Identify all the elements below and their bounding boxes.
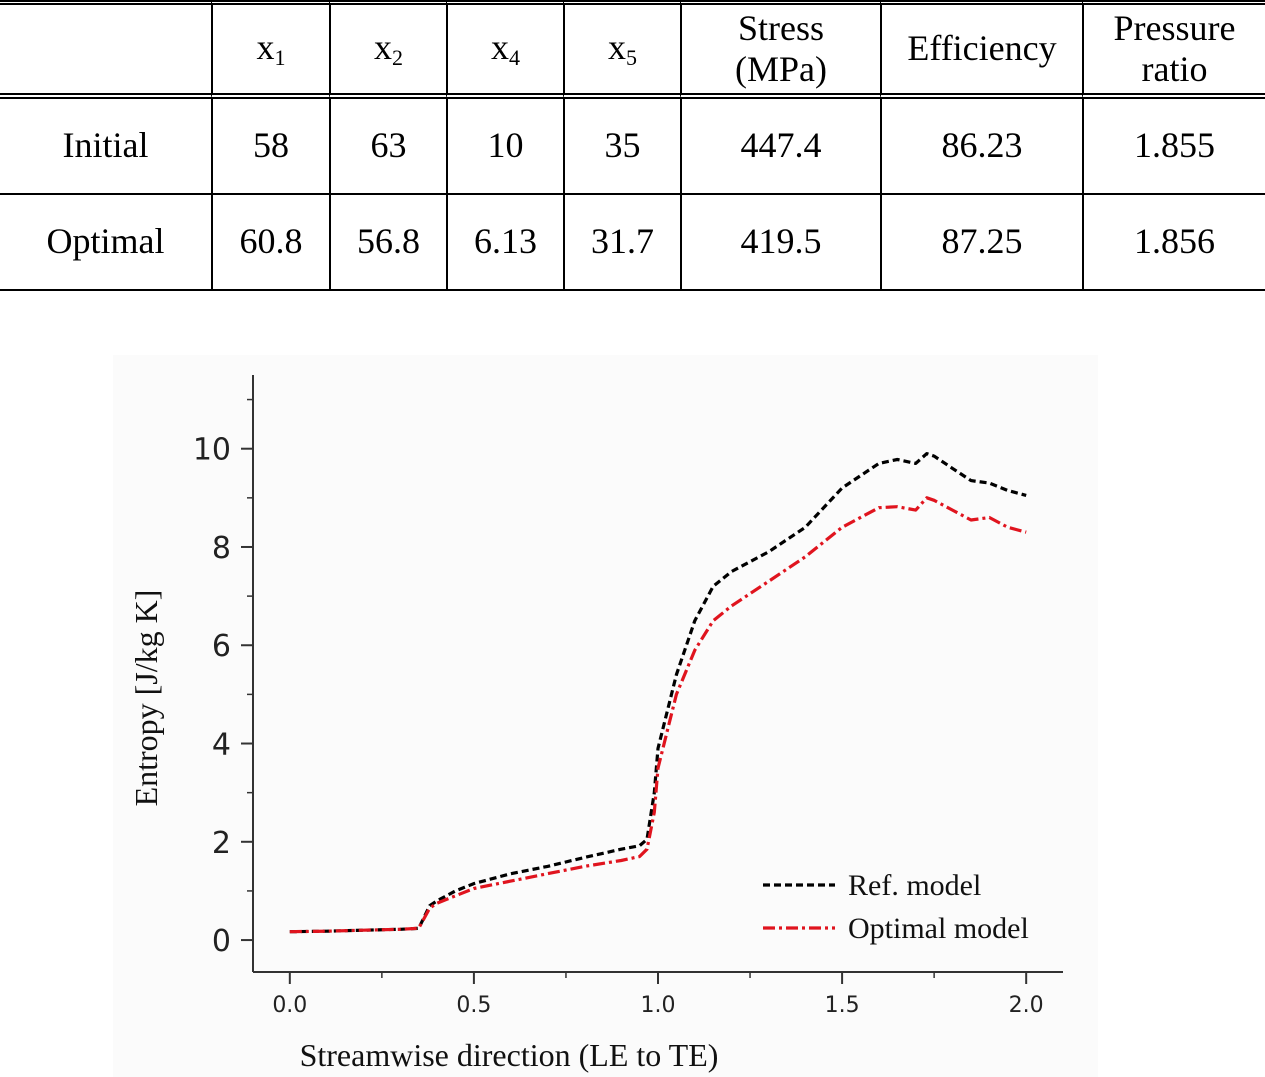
table-cell: 1.856 (1082, 195, 1265, 291)
table-cell: 10 (446, 99, 563, 195)
y-tick-label: 4 (212, 728, 231, 763)
table-cell: 87.25 (880, 195, 1082, 291)
y-tick-label: 10 (193, 433, 231, 468)
results-table: x1 x2 x4 x5 Stress (MPa) Efficiency Press… (0, 0, 1265, 291)
table-cell: 58 (211, 99, 329, 195)
y-axis-title: Entropy [J/kg K] (128, 590, 164, 807)
table-cell: 35 (563, 99, 680, 195)
y-tick-label: 0 (212, 924, 231, 959)
y-tick-label: 2 (212, 826, 231, 861)
x-tick-label: 1.0 (641, 993, 676, 1018)
series-optimal-model-line (289, 496, 1027, 934)
table-row: Optimal 60.8 56.8 6.13 31.7 419.5 87.25 … (0, 195, 1265, 291)
table-row: Initial 58 63 10 35 447.4 86.23 1.855 (0, 99, 1265, 195)
table-cell: 31.7 (563, 195, 680, 291)
header-x5: x5 (563, 0, 680, 99)
legend-label-optimal-model: Optimal model (848, 912, 1029, 945)
table-cell: 60.8 (211, 195, 329, 291)
entropy-chart: 0 2 4 6 8 10 0.0 0.5 1.0 1.5 2.0 Ref. model Optimal… (113, 355, 1098, 1077)
table-cell: 56.8 (329, 195, 446, 291)
row-label-initial: Initial (0, 99, 211, 195)
axes: 0 2 4 6 8 10 0.0 0.5 1.0 1.5 2.0 (193, 375, 1063, 1018)
table-cell: 1.855 (1082, 99, 1265, 195)
x-tick-label: 0.0 (272, 993, 307, 1018)
chart-svg: 0 2 4 6 8 10 0.0 0.5 1.0 1.5 2.0 Ref. model Optimal… (128, 375, 1063, 1073)
y-tick-label: 8 (212, 531, 231, 566)
x-tick-label: 2.0 (1009, 993, 1044, 1018)
header-x4: x4 (446, 0, 563, 99)
table-cell: 6.13 (446, 195, 563, 291)
table-cell: 419.5 (680, 195, 880, 291)
header-x1: x1 (211, 0, 329, 99)
y-tick-label: 6 (212, 629, 231, 664)
header-empty-cell (0, 0, 211, 99)
series-ref-model-line (289, 451, 1027, 934)
legend: Ref. model Optimal model (763, 869, 1029, 945)
table-header-row: x1 x2 x4 x5 Stress (MPa) Efficiency Press… (0, 0, 1265, 99)
header-stress: Stress (MPa) (680, 0, 880, 99)
header-efficiency: Efficiency (880, 0, 1082, 99)
table-cell: 447.4 (680, 99, 880, 195)
x-axis-title: Streamwise direction (LE to TE) (300, 1037, 719, 1073)
header-pressure-ratio: Pressure ratio (1082, 0, 1265, 99)
header-x2: x2 (329, 0, 446, 99)
x-tick-label: 0.5 (456, 993, 491, 1018)
x-tick-label: 1.5 (825, 993, 860, 1018)
row-label-optimal: Optimal (0, 195, 211, 291)
legend-label-ref-model: Ref. model (848, 869, 981, 902)
table-cell: 63 (329, 99, 446, 195)
series-layer (289, 451, 1027, 934)
table-cell: 86.23 (880, 99, 1082, 195)
